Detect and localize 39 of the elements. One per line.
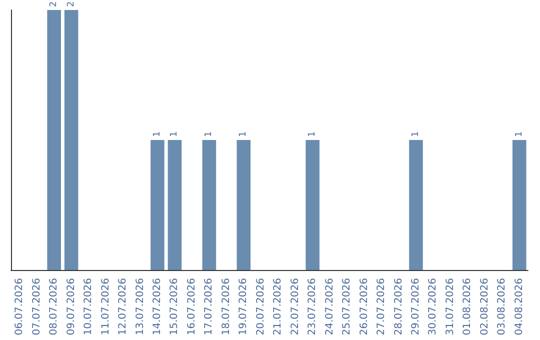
x-tick-label: 29.07.2026 (410, 278, 422, 336)
x-tick-label: 19.07.2026 (238, 278, 250, 336)
x-tick-label: 18.07.2026 (220, 278, 232, 336)
data-label: 1 (410, 131, 421, 137)
x-tick-label: 25.07.2026 (342, 278, 353, 336)
x-tick-label: 14.07.2026 (152, 278, 163, 336)
data-label: 2 (66, 1, 76, 7)
data-label: 1 (152, 131, 162, 137)
x-tick-label: 01.08.2026 (462, 278, 474, 336)
x-tick-label: 21.07.2026 (272, 278, 284, 336)
x-tick-label: 02.08.2026 (479, 278, 490, 336)
data-label: 1 (514, 131, 524, 137)
data-label: 1 (170, 131, 180, 137)
x-tick-label: 13.07.2026 (134, 278, 146, 336)
x-tick-label: 23.07.2026 (307, 278, 318, 336)
x-tick-label: 31.07.2026 (444, 278, 456, 336)
x-tick-label: 27.07.2026 (376, 278, 388, 336)
x-tick-label: 03.08.2026 (496, 278, 508, 336)
x-tick-label: 22.07.2026 (290, 278, 301, 336)
x-tick-label: 17.07.2026 (204, 278, 215, 336)
data-label: 1 (308, 131, 318, 137)
data-label: 1 (204, 131, 214, 137)
x-tick-label: 30.07.2026 (428, 278, 439, 336)
x-tick-label: 28.07.2026 (393, 278, 404, 336)
x-tick-label: 10.07.2026 (83, 278, 94, 336)
x-tick-label: 12.07.2026 (118, 278, 129, 336)
x-tick-label: 06.07.2026 (14, 278, 26, 336)
x-tick-label: 24.07.2026 (324, 278, 336, 336)
x-tick-label: 20.07.2026 (255, 278, 266, 336)
x-tick-label: 07.07.2026 (31, 278, 42, 336)
x-tick-label: 15.07.2026 (169, 278, 180, 336)
x-tick-label: 11.07.2026 (100, 278, 112, 336)
x-tick-label: 08.07.2026 (48, 278, 60, 336)
x-tick-label: 16.07.2026 (186, 278, 198, 336)
x-tick-label: 04.08.2026 (514, 278, 525, 336)
data-label: 2 (49, 1, 60, 7)
x-tick-label: 09.07.2026 (66, 278, 77, 336)
x-tick-label: 26.07.2026 (358, 278, 370, 336)
data-label: 1 (238, 131, 249, 137)
